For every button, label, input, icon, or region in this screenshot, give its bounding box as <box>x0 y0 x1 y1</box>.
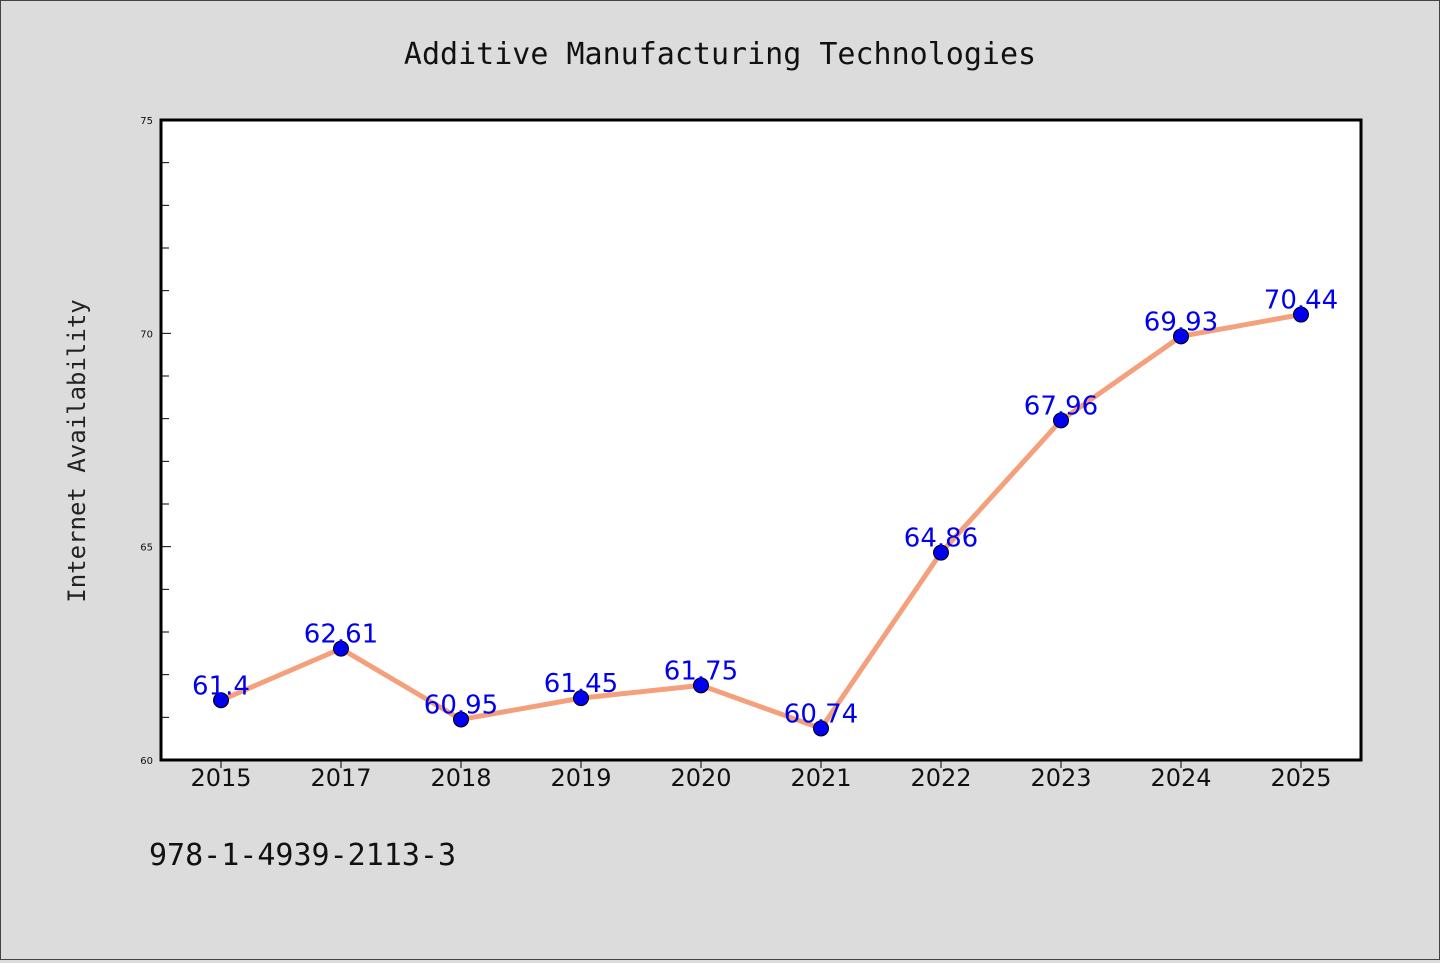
data-label: 64.86 <box>904 524 978 554</box>
x-tick-label: 2025 <box>1270 764 1331 792</box>
data-label: 60.74 <box>784 699 858 729</box>
data-label: 70.44 <box>1264 286 1338 316</box>
axis-ticks: 60 65 70 75 2015 2017 2018 2019 2020 2021 2022 2023… <box>140 116 1331 792</box>
x-tick-label: 2015 <box>190 764 251 792</box>
data-point <box>333 640 349 657</box>
data-point <box>453 711 469 728</box>
data-point <box>213 692 229 709</box>
data-point <box>1293 306 1309 323</box>
chart-title: Additive Manufacturing Technologies <box>404 37 1036 72</box>
data-label: 61.4 <box>192 671 250 701</box>
data-label: 60.95 <box>424 690 498 720</box>
footnote-isbn: 978-1-4939-2113-3 <box>149 838 456 873</box>
data-point <box>813 720 829 737</box>
series-line <box>220 312 1302 731</box>
x-tick-label: 2023 <box>1030 764 1091 792</box>
x-tick-label: 2021 <box>790 764 851 792</box>
data-point <box>1173 328 1189 345</box>
data-label: 61.45 <box>544 669 618 699</box>
data-labels: 61.4 62.61 60.95 61.45 61.75 60.74 64.86 67.96 6… <box>192 286 1338 730</box>
data-point <box>1053 412 1069 429</box>
x-tick-label: 2019 <box>550 764 611 792</box>
x-tick-label: 2022 <box>910 764 971 792</box>
data-label: 67.96 <box>1024 391 1098 421</box>
y-tick-label: 75 <box>140 116 153 127</box>
data-label: 62.61 <box>304 620 378 650</box>
y-tick-label: 60 <box>140 756 153 767</box>
x-tick-label: 2020 <box>670 764 731 792</box>
plot-area <box>159 118 1363 762</box>
data-point <box>693 677 709 694</box>
x-tick-label: 2024 <box>1150 764 1211 792</box>
data-label: 69.93 <box>1144 307 1218 337</box>
x-tick-label: 2018 <box>430 764 491 792</box>
data-label: 61.75 <box>664 656 738 686</box>
data-point <box>933 544 949 561</box>
data-point <box>573 690 589 707</box>
x-tick-label: 2017 <box>310 764 371 792</box>
y-tick-label: 65 <box>140 543 153 554</box>
y-axis-label: Internet Availability <box>63 299 91 602</box>
y-tick-label: 70 <box>140 329 153 340</box>
series-group <box>213 306 1309 737</box>
